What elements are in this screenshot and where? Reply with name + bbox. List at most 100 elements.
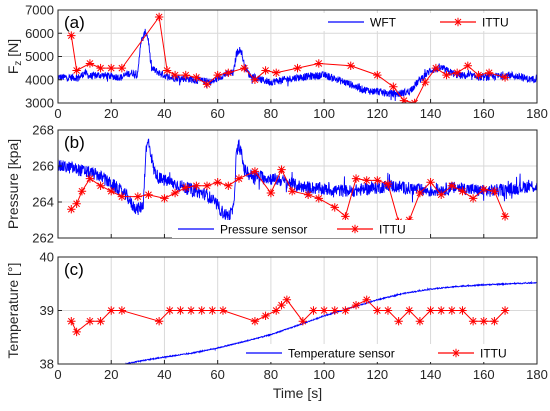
y-tick-label: 7000 xyxy=(25,3,54,18)
x-tick-label: 20 xyxy=(104,367,118,382)
series-line-wft xyxy=(58,28,537,101)
data-point-ittu xyxy=(107,63,116,73)
y-tick-label: 4000 xyxy=(25,72,54,87)
data-point-ittu xyxy=(389,82,398,91)
legend-entry: Pressure sensor xyxy=(220,223,307,237)
y-tick-label: 6000 xyxy=(25,26,54,41)
data-point-ittu xyxy=(303,190,313,199)
legend: Pressure sensor ITTU xyxy=(172,220,430,238)
data-point-ittu xyxy=(330,203,339,212)
data-point-ittu xyxy=(117,63,127,73)
data-point-ittu xyxy=(117,306,127,315)
panel-label: (a) xyxy=(64,13,85,32)
data-point-ittu xyxy=(192,73,201,82)
data-point-ittu xyxy=(67,317,76,326)
data-point-ittu xyxy=(383,179,393,189)
data-point-ittu xyxy=(202,80,212,89)
y-tick-label: 40 xyxy=(40,250,54,265)
series-line-temperature-sensor xyxy=(119,280,537,364)
legend-box xyxy=(240,344,533,362)
data-point-ittu xyxy=(330,306,339,315)
y-tick-label: 38 xyxy=(40,357,54,372)
x-tick-label: 60 xyxy=(210,367,224,382)
y-axis-label: Pressure [kpa] xyxy=(5,139,21,229)
data-point-ittu xyxy=(72,199,81,208)
data-point-ittu xyxy=(170,70,180,80)
data-point-ittu xyxy=(282,295,292,304)
data-point-ittu xyxy=(447,306,457,315)
x-tick-label: 180 xyxy=(526,106,548,121)
data-point-ittu xyxy=(373,176,382,185)
x-tick-label: 0 xyxy=(54,106,61,121)
data-point-ittu xyxy=(165,306,174,315)
data-point-ittu xyxy=(500,212,510,221)
y-axis-label: Temperature [°] xyxy=(5,263,21,359)
data-point-ittu xyxy=(341,212,350,221)
data-point-ittu xyxy=(351,300,361,310)
data-point-ittu xyxy=(181,183,190,192)
x-tick-label: 120 xyxy=(366,367,388,382)
data-point-ittu xyxy=(437,306,446,315)
data-point-ittu xyxy=(213,178,222,187)
panel-label: (b) xyxy=(64,133,85,152)
data-point-ittu xyxy=(208,306,217,315)
data-point-ittu xyxy=(72,327,81,337)
x-tick-label: 80 xyxy=(264,106,278,121)
panel-label: (c) xyxy=(64,260,84,279)
x-tick-label: 100 xyxy=(313,106,335,121)
legend-entry: Temperature sensor xyxy=(288,347,395,361)
data-point-ittu xyxy=(479,317,488,326)
data-point-ittu xyxy=(373,70,382,80)
y-axis-label: Fz [N] xyxy=(5,39,24,74)
data-point-ittu xyxy=(170,188,180,198)
data-point-ittu xyxy=(85,317,95,326)
x-tick-label: 0 xyxy=(54,367,61,382)
data-point-ittu xyxy=(85,59,95,68)
data-point-ittu xyxy=(197,306,206,315)
legend-entry: ITTU xyxy=(379,223,406,237)
data-point-ittu xyxy=(176,306,185,315)
data-point-ittu xyxy=(362,176,371,185)
y-tick-label: 3000 xyxy=(25,96,54,111)
data-point-ittu xyxy=(437,190,446,199)
data-point-ittu xyxy=(458,306,467,315)
data-point-ittu xyxy=(383,306,393,315)
data-point-ittu xyxy=(67,31,76,40)
y-tick-label: 264 xyxy=(32,195,54,210)
panel-3: 38 39 40 0 20 40 60 80 100 120 140 160 180 Temperatur… xyxy=(5,250,548,402)
data-point-ittu xyxy=(224,181,233,190)
series-group xyxy=(58,12,537,103)
legend-entry: ITTU xyxy=(482,16,509,30)
data-point-ittu xyxy=(394,317,403,326)
data-point-ittu xyxy=(341,306,350,315)
data-point-ittu xyxy=(452,68,462,77)
data-point-ittu xyxy=(500,73,510,82)
x-tick-label: 120 xyxy=(366,106,388,121)
data-point-ittu xyxy=(399,96,409,103)
data-point-ittu xyxy=(362,295,371,304)
y-tick-label: 268 xyxy=(32,123,54,138)
data-point-ittu xyxy=(181,70,190,80)
x-tick-label: 180 xyxy=(526,367,548,382)
data-point-ittu xyxy=(298,317,308,326)
data-point-ittu xyxy=(442,70,451,80)
data-point-ittu xyxy=(431,63,441,73)
data-point-ittu xyxy=(309,306,318,315)
series-group xyxy=(67,280,537,364)
data-point-ittu xyxy=(415,317,425,326)
data-point-ittu xyxy=(314,194,323,203)
data-point-ittu xyxy=(218,306,228,315)
legend-box xyxy=(322,13,532,31)
y-tick-label: 266 xyxy=(32,159,54,174)
data-point-ittu xyxy=(67,205,76,214)
data-point-ittu xyxy=(277,300,286,310)
data-point-ittu xyxy=(202,181,212,190)
data-point-ittu xyxy=(287,187,297,196)
x-tick-label: 60 xyxy=(210,106,224,121)
data-point-ittu xyxy=(415,188,425,198)
data-point-ittu xyxy=(447,181,457,190)
data-point-ittu xyxy=(484,68,494,77)
data-point-ittu xyxy=(250,167,260,176)
data-point-ittu xyxy=(500,306,510,315)
